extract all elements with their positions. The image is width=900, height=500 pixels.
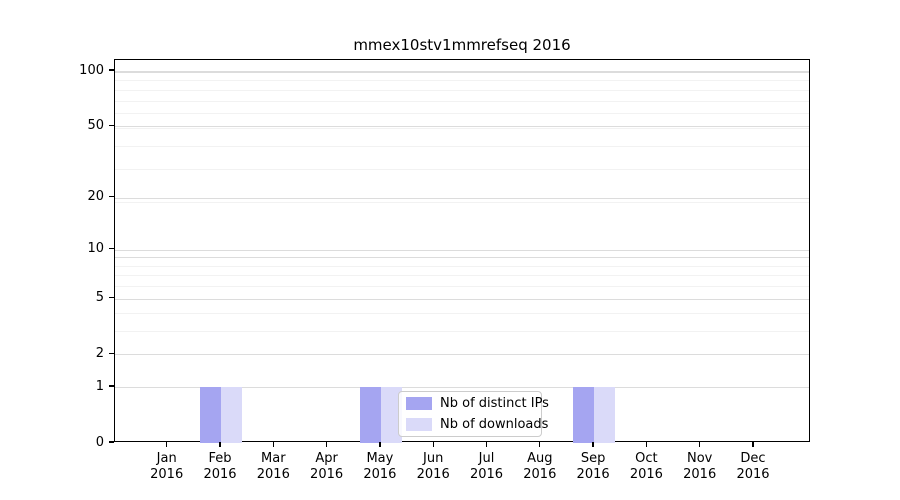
legend-row: Nb of distinct IPs [406,396,549,411]
legend-swatch-downloads [406,418,432,431]
y-tick-mark [109,124,114,126]
gridline [115,249,809,251]
x-tick-mark [166,442,168,447]
gridline [115,257,809,259]
bar-distinct-ips [200,387,221,443]
y-tick-label: 20 [87,189,104,205]
y-tick-mark [109,385,114,387]
gridline [115,168,809,170]
y-tick-label: 1 [95,378,104,394]
gridline [115,201,809,203]
gridline [115,354,809,356]
gridline [115,100,809,102]
x-tick-mark [379,442,381,447]
gridline [115,387,809,389]
gridline [115,80,809,82]
plot-area [114,59,810,443]
y-tick-mark [109,196,114,198]
gridline [115,71,809,73]
y-tick-label: 0 [95,434,104,450]
legend-row: Nb of downloads [406,417,548,432]
x-tick-mark [592,442,594,447]
gridline [115,298,809,300]
x-tick-mark [219,442,221,447]
gridline [115,313,809,315]
bar-downloads [221,387,242,443]
x-tick-mark [432,442,434,447]
bar-distinct-ips [359,387,381,443]
x-tick-label: Feb 2016 [203,451,237,482]
gridline [115,126,809,128]
y-tick-mark [109,352,114,355]
y-tick-mark [109,441,114,443]
y-tick-label: 5 [95,290,104,306]
x-tick-label: Jan 2016 [150,451,184,482]
x-tick-label: Jun 2016 [416,451,450,482]
bar-downloads [380,387,402,443]
legend-swatch-distinct-ips [406,397,432,410]
y-tick-mark [109,296,114,299]
gridline [115,89,809,91]
gridline [115,145,809,147]
x-tick-label: Apr 2016 [310,451,344,482]
y-tick-label: 2 [95,345,104,361]
chart-title: mmex10stv1mmrefseq 2016 [353,36,571,54]
gridline [115,286,809,288]
x-tick-mark [539,442,541,447]
gridline [115,331,809,333]
gridline [115,275,809,277]
legend-label: Nb of distinct IPs [440,396,549,411]
y-tick-label: 50 [87,117,104,133]
x-tick-label: Nov 2016 [683,451,717,482]
x-tick-label: May 2016 [363,451,397,482]
x-tick-mark [752,442,754,447]
gridline [115,265,809,267]
y-tick-mark [109,69,114,71]
gridline [115,113,809,115]
x-tick-label: Sep 2016 [576,451,610,482]
x-tick-mark [699,442,701,447]
gridline [115,197,809,199]
gridline [115,127,809,129]
gridline [115,71,809,73]
x-tick-mark [485,442,488,447]
x-tick-mark [325,442,328,447]
x-tick-label: Mar 2016 [256,451,290,482]
y-tick-mark [109,248,114,250]
legend-label: Nb of downloads [440,417,549,432]
bar-distinct-ips [573,387,595,443]
x-tick-label: Dec 2016 [736,451,770,482]
x-tick-mark [272,442,274,447]
x-tick-mark [645,442,648,447]
legend: Nb of distinct IPs Nb of downloads [398,391,549,437]
bar-downloads [594,387,616,443]
x-tick-label: Aug 2016 [523,451,557,482]
x-tick-label: Jul 2016 [469,451,504,482]
x-tick-label: Oct 2016 [629,451,663,482]
y-tick-label: 10 [87,241,104,257]
y-tick-label: 100 [79,62,104,78]
